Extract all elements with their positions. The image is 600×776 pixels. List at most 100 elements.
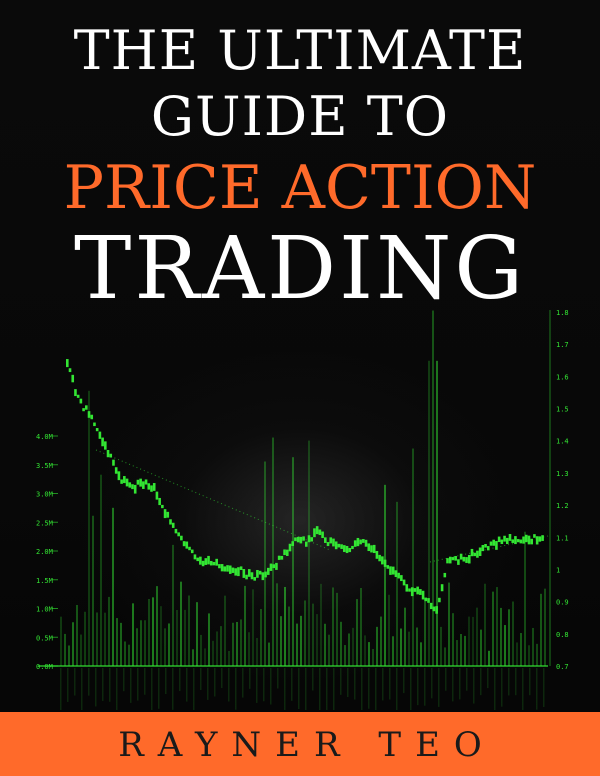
volume-bar: [268, 642, 270, 666]
candle: [117, 471, 121, 481]
volume-bar: [376, 626, 378, 666]
candle: [440, 584, 444, 592]
volume-bar: [356, 599, 358, 666]
volume-bar: [468, 616, 470, 666]
volume-reflection: [480, 668, 482, 696]
candle: [446, 558, 449, 564]
candle: [310, 537, 314, 542]
volume-bar: [160, 606, 162, 666]
volume-reflection: [109, 668, 111, 702]
candle: [106, 449, 110, 458]
volume-bar: [496, 587, 498, 666]
candle: [451, 557, 455, 561]
author-name: RAYNER TEO: [118, 725, 496, 765]
candle: [514, 536, 517, 545]
volume-reflection: [60, 668, 62, 710]
volume-bar: [192, 649, 194, 666]
volume-reflection: [193, 668, 195, 710]
candle: [383, 559, 387, 567]
candle: [82, 408, 85, 412]
candle: [174, 528, 178, 534]
volume-bar: [172, 544, 174, 666]
volume-bar: [240, 619, 242, 666]
candle: [421, 590, 425, 600]
candle: [343, 545, 346, 552]
left-tick-label: 0.5M: [36, 634, 53, 642]
candle: [527, 535, 531, 545]
candle: [163, 509, 167, 519]
candle: [364, 539, 368, 547]
volume-reflection: [501, 668, 503, 707]
candle: [177, 532, 180, 537]
candle: [258, 570, 262, 575]
volume-bar: [332, 587, 334, 666]
candle: [378, 554, 381, 562]
volume-bar: [264, 461, 266, 666]
volume-reflection: [151, 668, 153, 710]
volume-bar: [436, 360, 438, 666]
volume-bar: [520, 633, 522, 666]
volume-bar: [448, 582, 450, 666]
volume-bar: [236, 621, 238, 666]
candle: [101, 437, 104, 447]
candle: [234, 568, 237, 576]
volume-reflection: [354, 668, 356, 700]
candle: [530, 538, 534, 545]
volume-bar: [60, 616, 62, 666]
candle: [503, 535, 506, 542]
candle: [495, 541, 498, 550]
candle: [269, 563, 273, 571]
volume-reflection: [256, 668, 258, 703]
volume-bar: [336, 592, 338, 666]
volume-bar: [352, 627, 354, 666]
candle: [307, 535, 311, 543]
candle: [87, 411, 91, 418]
candle: [136, 479, 140, 485]
right-tick-label: 0.7: [556, 663, 569, 671]
candle: [413, 588, 417, 592]
volume-bar: [220, 626, 222, 666]
volume-bar: [168, 623, 170, 666]
volume-reflection: [522, 668, 524, 710]
right-tick-label: 1.4: [556, 438, 569, 446]
candle: [505, 537, 509, 545]
candle: [351, 545, 354, 550]
left-tick-label: 3.0M: [36, 491, 53, 499]
candle: [201, 560, 205, 567]
candle: [484, 543, 487, 548]
volume-bar: [316, 614, 318, 666]
volume-bar: [288, 606, 290, 666]
volume-bar: [88, 390, 90, 666]
volume-reflection: [284, 668, 286, 710]
volume-bar: [544, 588, 546, 666]
volume-reflection: [130, 668, 132, 703]
volume-bar: [380, 616, 382, 666]
volume-bar: [80, 634, 82, 666]
volume-reflection: [347, 668, 349, 698]
volume-bar: [456, 640, 458, 666]
candle: [76, 394, 80, 398]
volume-bar: [124, 641, 126, 666]
candle: [508, 533, 512, 541]
volume-reflection: [403, 668, 405, 694]
candle: [305, 541, 308, 547]
candle: [359, 539, 362, 545]
volume-reflection: [165, 668, 167, 695]
volume-reflection: [228, 668, 230, 702]
volume-bar: [420, 642, 422, 666]
candle: [397, 572, 400, 579]
candle: [223, 566, 227, 572]
volume-reflection: [466, 668, 468, 691]
right-tick-label: 1: [556, 566, 560, 574]
volume-reflection: [74, 668, 76, 696]
volume-bar: [156, 586, 158, 666]
candle: [538, 536, 542, 542]
volume-bar: [324, 623, 326, 666]
volume-bar: [216, 631, 218, 666]
volume-bar: [488, 650, 490, 666]
volume-bar: [140, 620, 142, 666]
title-line-4: TRADING: [73, 219, 527, 319]
volume-bar: [508, 609, 510, 666]
candle: [180, 535, 183, 541]
right-tick-label: 0.9: [556, 599, 569, 607]
